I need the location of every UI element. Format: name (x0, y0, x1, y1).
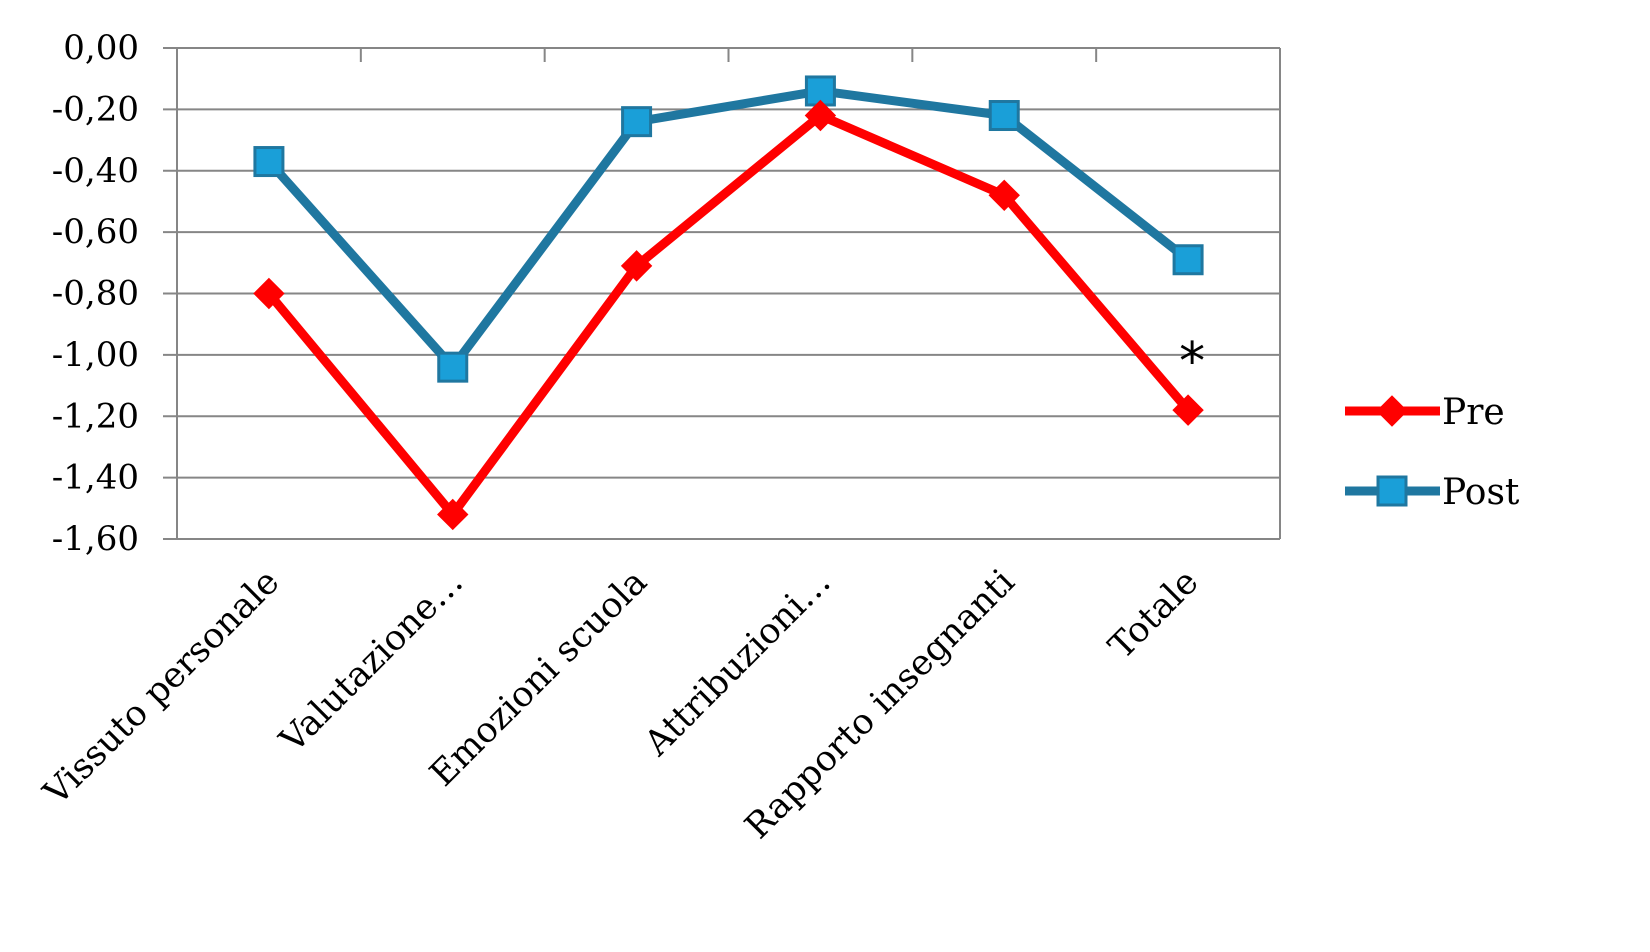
significance-asterisk: * (1179, 332, 1205, 392)
legend-label-pre: Pre (1442, 392, 1505, 433)
y-tick-label: -0,60 (52, 212, 139, 252)
data-point-post (1172, 244, 1204, 276)
series-line-pre (265, 111, 1192, 519)
x-tick-label: Valutazione… (272, 562, 471, 761)
data-point-pre (988, 179, 1020, 212)
series-line-post (265, 86, 1191, 372)
y-tick-labels: 0,00 -0,20 -0,40 -0,60 -0,80 -1,00 -1,20 -1,40 -… (52, 28, 139, 559)
y-tick-label: -1,20 (52, 396, 139, 436)
y-tick-label: -0,20 (52, 89, 139, 129)
data-point-post (1376, 475, 1408, 507)
axes (163, 47, 1281, 540)
legend-label-post: Post (1442, 472, 1520, 513)
data-point-pre (253, 277, 285, 310)
data-point-post (621, 106, 653, 138)
data-point-pre (437, 498, 469, 531)
y-tick-label: -1,60 (52, 519, 139, 559)
x-tick-label: Totale (1101, 562, 1206, 667)
x-tick-label: Attribuzioni… (636, 562, 838, 764)
data-point-post (437, 351, 469, 383)
y-tick-label: -1,00 (52, 335, 139, 375)
y-tick-label: 0,00 (63, 28, 139, 68)
series-lines (253, 75, 1204, 531)
grid-lines (177, 47, 1280, 540)
x-tick-label: Vissuto personale (36, 562, 288, 814)
y-tick-label: -1,40 (52, 458, 139, 498)
data-point-post (253, 146, 285, 178)
y-tick-label: -0,80 (52, 274, 139, 314)
data-point-pre (1172, 394, 1204, 426)
y-tick-label: -0,40 (52, 151, 139, 191)
legend: Pre Post (1345, 392, 1520, 513)
data-point-pre (1376, 395, 1408, 427)
data-point-pre (804, 99, 837, 132)
data-point-pre (620, 250, 653, 282)
data-point-post (988, 100, 1020, 132)
